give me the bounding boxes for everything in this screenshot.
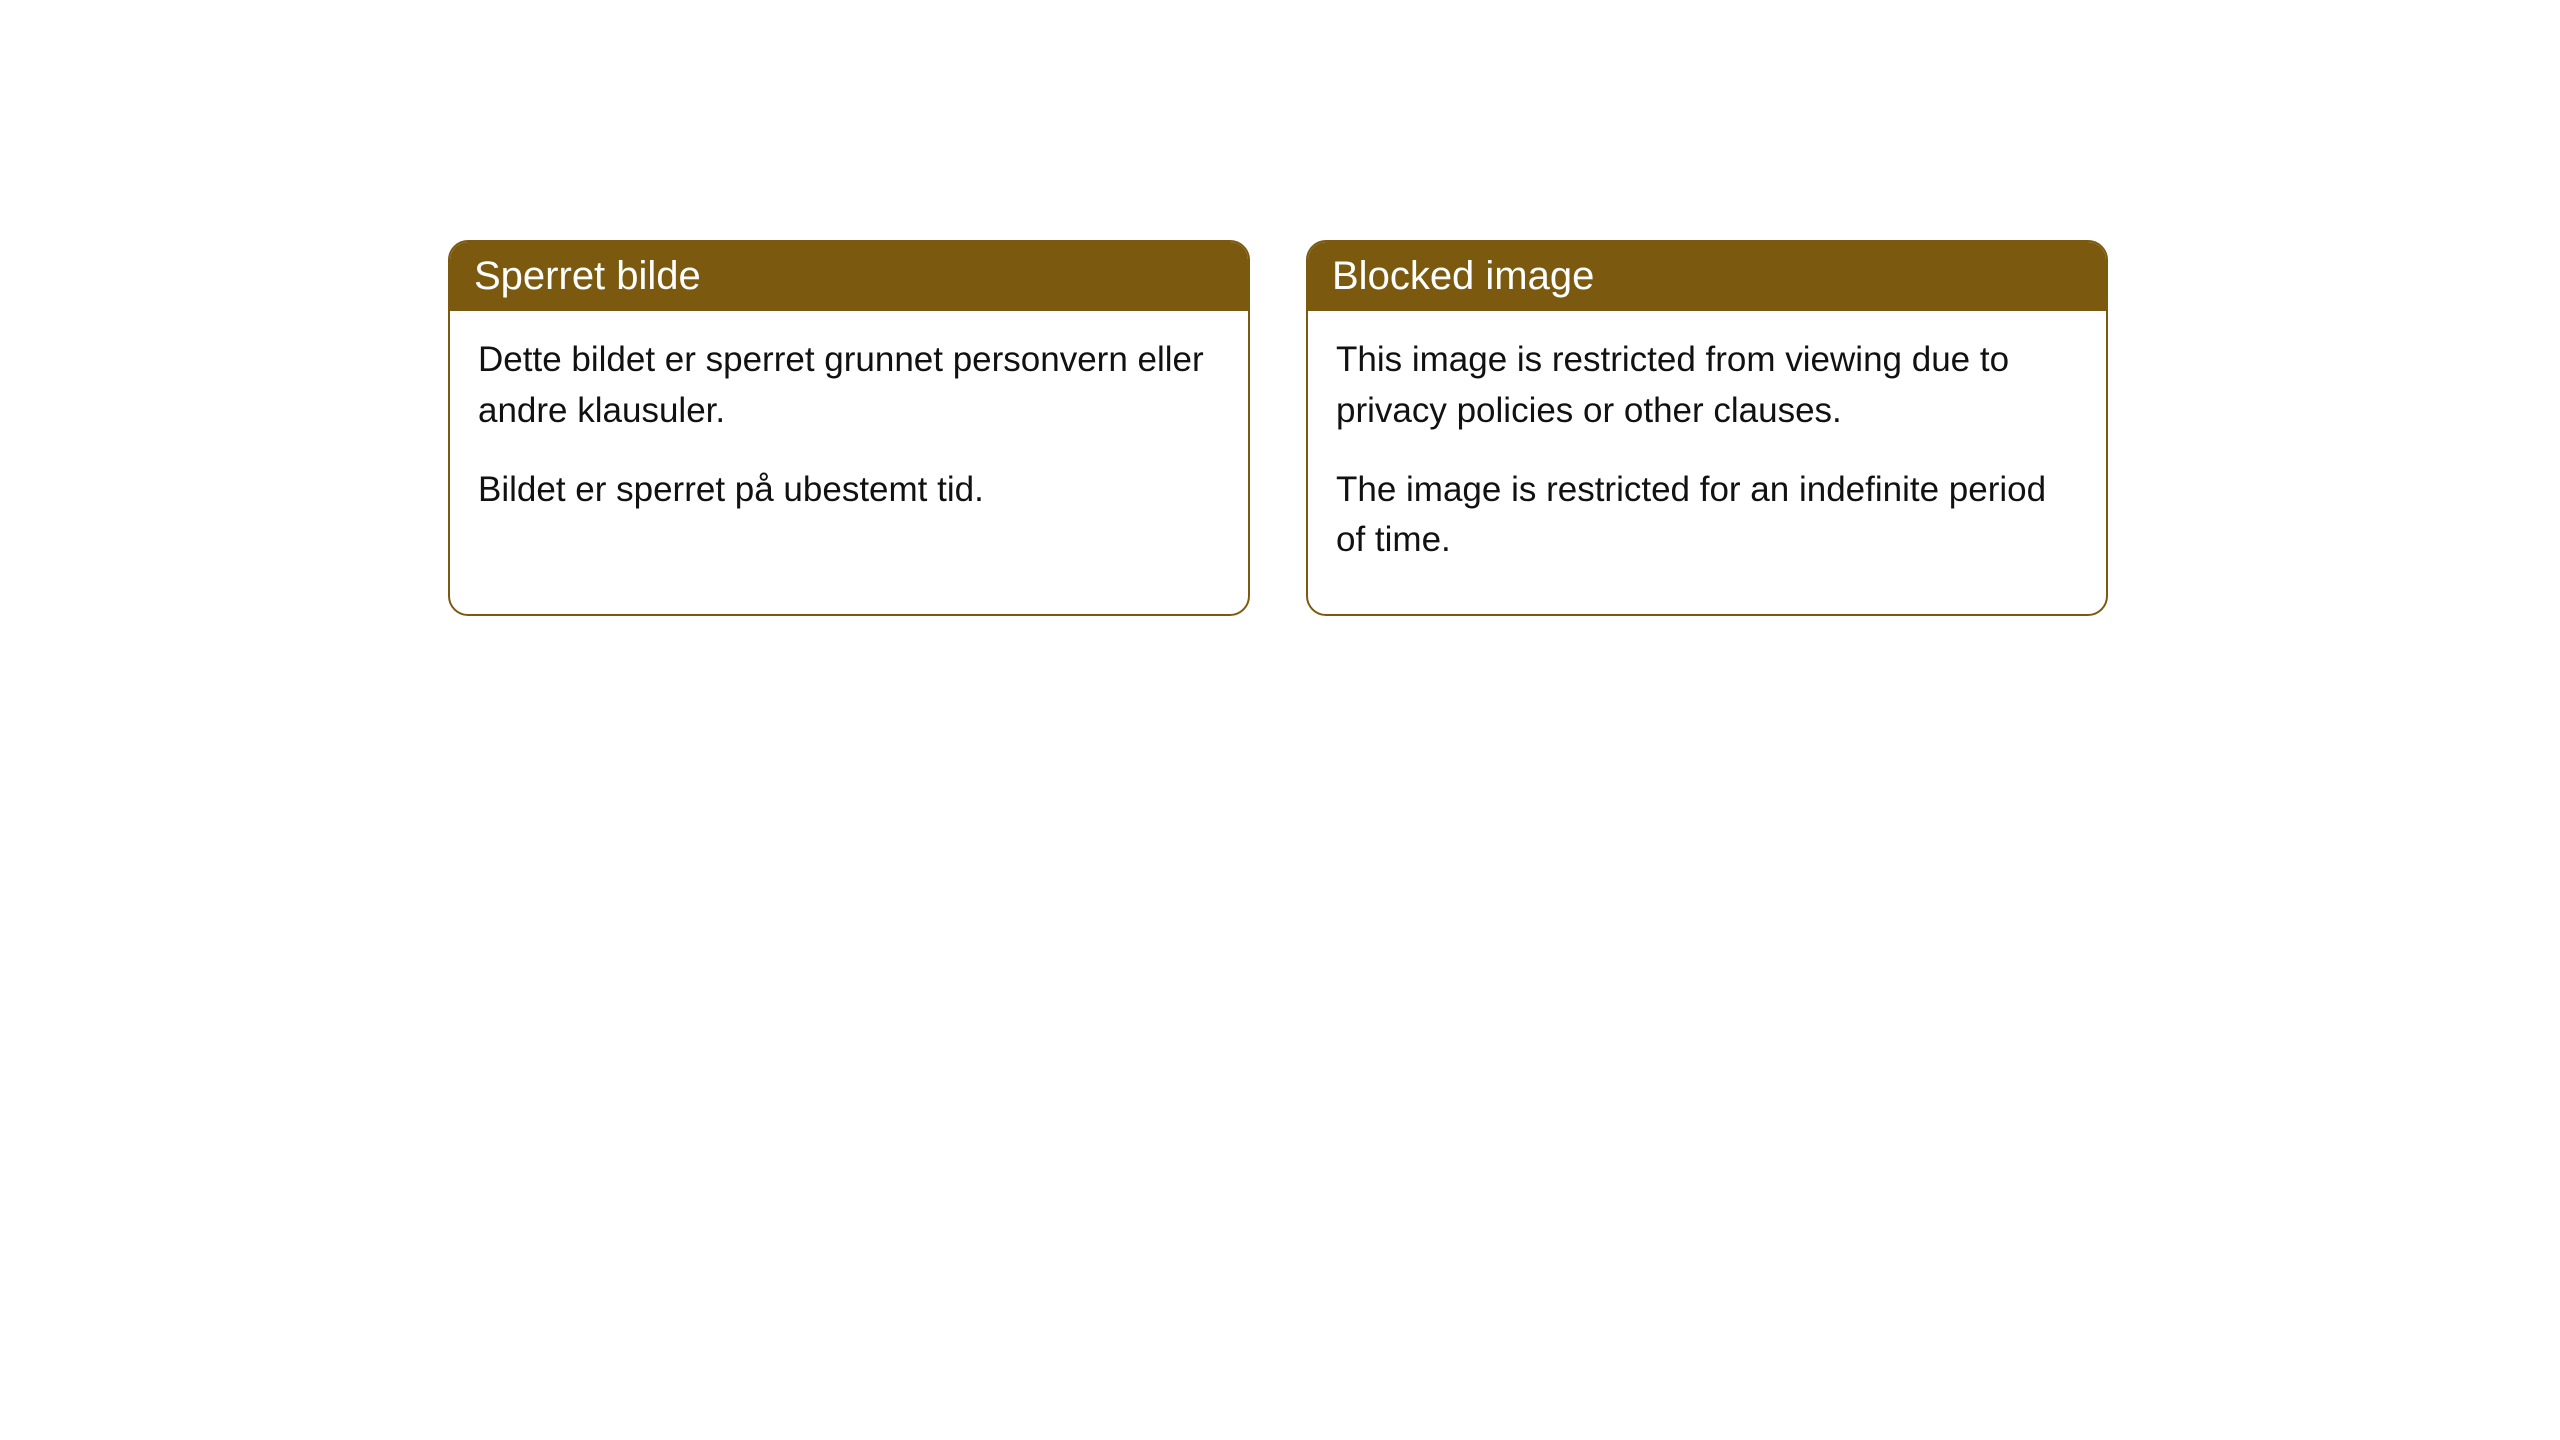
card-body-norwegian: Dette bildet er sperret grunnet personve… [450, 311, 1248, 563]
card-body-english: This image is restricted from viewing du… [1308, 311, 2106, 614]
card-paragraph: Dette bildet er sperret grunnet personve… [478, 335, 1220, 437]
card-header-norwegian: Sperret bilde [450, 242, 1248, 311]
card-paragraph: Bildet er sperret på ubestemt tid. [478, 465, 1220, 516]
card-paragraph: This image is restricted from viewing du… [1336, 335, 2078, 437]
card-header-english: Blocked image [1308, 242, 2106, 311]
card-title: Blocked image [1332, 254, 1594, 298]
notice-card-english: Blocked image This image is restricted f… [1306, 240, 2108, 616]
notice-cards-container: Sperret bilde Dette bildet er sperret gr… [448, 240, 2108, 616]
card-title: Sperret bilde [474, 254, 701, 298]
card-paragraph: The image is restricted for an indefinit… [1336, 465, 2078, 567]
notice-card-norwegian: Sperret bilde Dette bildet er sperret gr… [448, 240, 1250, 616]
